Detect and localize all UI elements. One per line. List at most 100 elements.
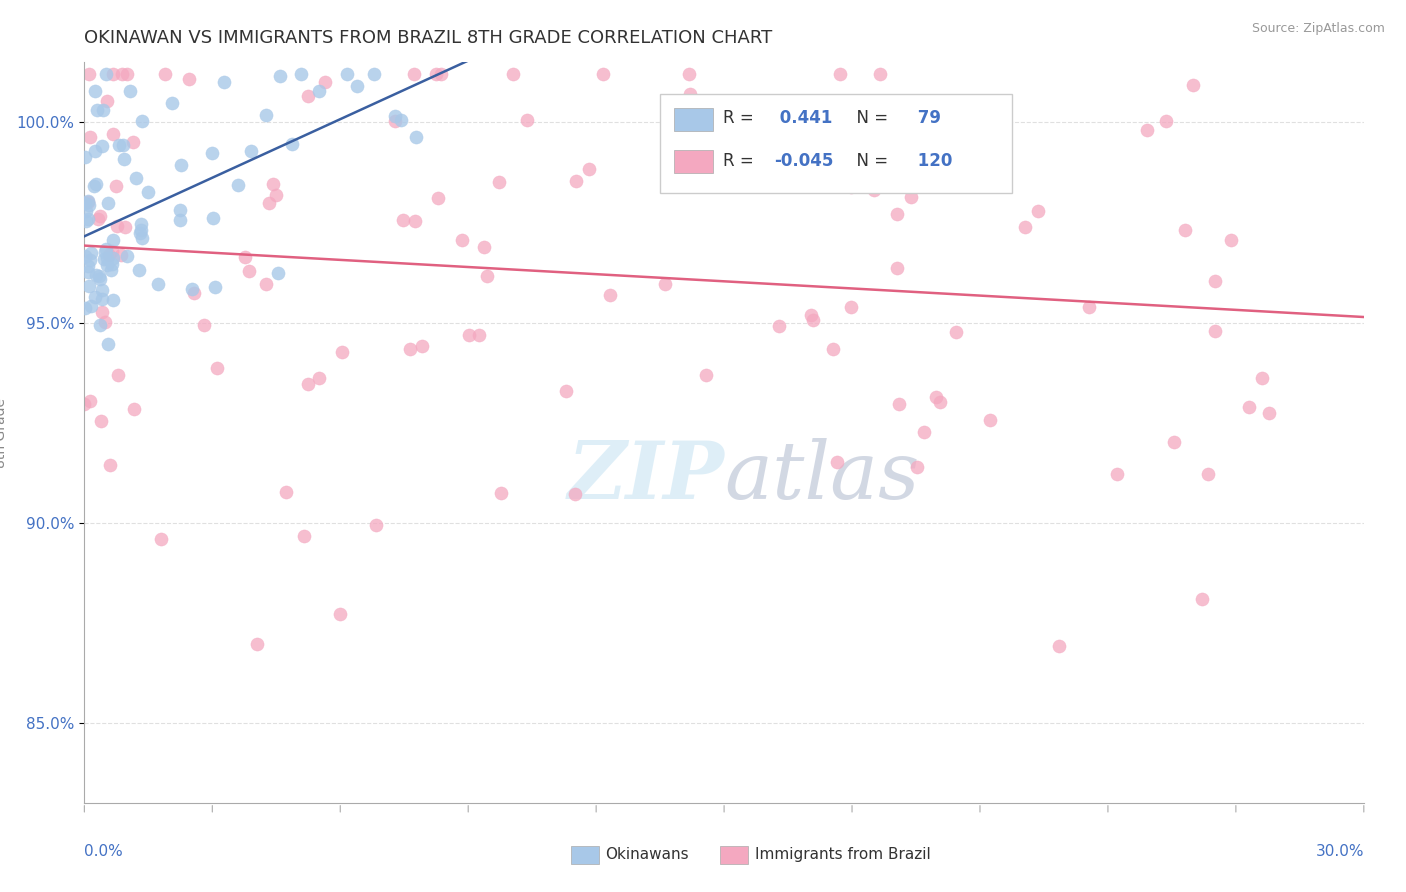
Point — [103, 127, 125, 141]
Point — [100, 263, 122, 277]
Point — [94, 245, 117, 260]
Point — [900, 190, 922, 204]
Point — [800, 308, 823, 322]
Point — [79, 394, 101, 409]
Point — [402, 67, 425, 81]
Point — [1197, 467, 1219, 481]
Point — [839, 180, 862, 194]
Point — [488, 175, 510, 189]
Point — [122, 402, 145, 417]
Point — [117, 249, 139, 263]
Point — [679, 87, 702, 102]
Point — [657, 98, 679, 112]
Point — [1174, 223, 1197, 237]
Point — [1077, 300, 1099, 314]
Point — [160, 95, 183, 110]
Point — [702, 178, 724, 193]
Y-axis label: 8th Grade: 8th Grade — [0, 398, 8, 467]
Point — [912, 425, 935, 439]
Point — [425, 67, 447, 81]
Point — [226, 178, 249, 192]
Point — [97, 337, 120, 351]
Point — [149, 532, 172, 546]
Point — [76, 211, 98, 226]
Point — [97, 196, 120, 211]
Point — [330, 345, 353, 359]
Point — [336, 67, 359, 81]
Point — [654, 277, 676, 291]
Point — [821, 343, 844, 357]
Point — [93, 252, 115, 267]
Point — [451, 233, 474, 247]
Point — [1154, 114, 1177, 128]
Point — [578, 162, 600, 177]
Point — [73, 248, 96, 262]
Point — [695, 368, 717, 382]
Point — [84, 144, 107, 158]
Point — [1105, 467, 1128, 481]
Text: 0.441: 0.441 — [773, 109, 832, 127]
Point — [193, 318, 215, 332]
Point — [101, 244, 124, 258]
Point — [77, 198, 100, 212]
Point — [83, 290, 105, 304]
Point — [724, 145, 747, 160]
Point — [201, 146, 224, 161]
Point — [405, 130, 427, 145]
Text: R =: R = — [723, 152, 759, 169]
Point — [84, 268, 107, 282]
Point — [801, 134, 824, 148]
Point — [801, 312, 824, 326]
Point — [1257, 405, 1279, 419]
Point — [79, 278, 101, 293]
Point — [246, 637, 269, 651]
Point — [138, 185, 160, 199]
Point — [825, 455, 848, 469]
Point — [94, 242, 117, 256]
Point — [1014, 219, 1036, 234]
Point — [468, 328, 491, 343]
Text: Okinawans: Okinawans — [605, 847, 689, 863]
Text: ZIP: ZIP — [567, 438, 724, 516]
Point — [146, 277, 169, 291]
Point — [830, 67, 852, 81]
Point — [89, 209, 111, 223]
Point — [1191, 592, 1213, 607]
Point — [105, 179, 128, 194]
Point — [103, 251, 125, 265]
Point — [308, 371, 330, 385]
Text: 30.0%: 30.0% — [1316, 844, 1364, 858]
Text: 0.0%: 0.0% — [84, 844, 124, 858]
Point — [96, 258, 118, 272]
Text: OKINAWAN VS IMMIGRANTS FROM BRAZIL 8TH GRADE CORRELATION CHART: OKINAWAN VS IMMIGRANTS FROM BRAZIL 8TH G… — [84, 29, 773, 47]
Text: R =: R = — [723, 109, 759, 127]
Point — [205, 361, 228, 376]
Point — [79, 129, 101, 144]
Point — [411, 339, 433, 353]
Point — [458, 327, 481, 342]
Point — [111, 67, 134, 81]
Point — [384, 109, 406, 123]
Point — [91, 304, 114, 318]
Point — [290, 67, 312, 81]
Point — [1047, 639, 1070, 653]
Point — [1237, 400, 1260, 414]
Point — [101, 257, 124, 271]
Point — [233, 251, 256, 265]
FancyBboxPatch shape — [675, 108, 713, 131]
Point — [404, 213, 426, 227]
Text: -0.045: -0.045 — [773, 152, 834, 169]
Point — [678, 67, 700, 81]
Point — [399, 342, 422, 356]
Point — [170, 158, 193, 172]
Point — [297, 377, 319, 392]
Point — [392, 213, 415, 227]
Point — [122, 135, 145, 149]
Point — [1250, 371, 1272, 385]
Point — [108, 137, 131, 152]
Point — [267, 266, 290, 280]
Point — [426, 191, 449, 205]
Point — [281, 137, 304, 152]
Point — [86, 103, 108, 117]
Point — [89, 318, 111, 332]
